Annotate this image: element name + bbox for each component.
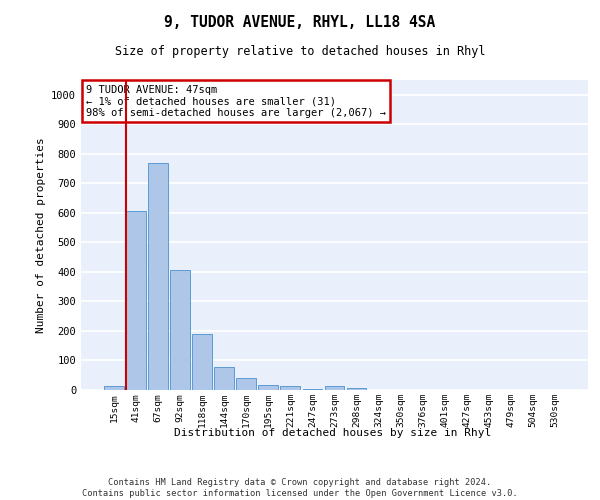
Y-axis label: Number of detached properties: Number of detached properties bbox=[35, 137, 46, 333]
Bar bbox=[214, 367, 234, 390]
Text: 9, TUDOR AVENUE, RHYL, LL18 4SA: 9, TUDOR AVENUE, RHYL, LL18 4SA bbox=[164, 15, 436, 30]
Bar bbox=[148, 162, 168, 390]
Bar bbox=[259, 384, 278, 390]
Text: Contains HM Land Registry data © Crown copyright and database right 2024.
Contai: Contains HM Land Registry data © Crown c… bbox=[82, 478, 518, 498]
Bar bbox=[104, 386, 124, 390]
Bar bbox=[280, 386, 301, 390]
Bar bbox=[170, 270, 190, 390]
Bar bbox=[236, 378, 256, 390]
Text: Size of property relative to detached houses in Rhyl: Size of property relative to detached ho… bbox=[115, 45, 485, 58]
Bar bbox=[325, 386, 344, 390]
Text: 9 TUDOR AVENUE: 47sqm
← 1% of detached houses are smaller (31)
98% of semi-detac: 9 TUDOR AVENUE: 47sqm ← 1% of detached h… bbox=[86, 84, 386, 118]
Text: Distribution of detached houses by size in Rhyl: Distribution of detached houses by size … bbox=[175, 428, 491, 438]
Bar bbox=[302, 388, 322, 390]
Bar bbox=[192, 334, 212, 390]
Bar bbox=[347, 388, 367, 390]
Bar bbox=[126, 212, 146, 390]
